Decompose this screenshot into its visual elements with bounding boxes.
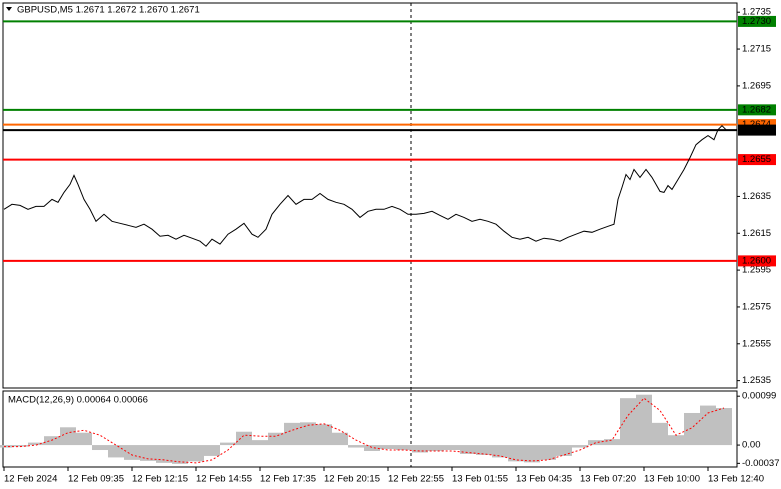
- macd-bar: [380, 445, 396, 450]
- y-tick-label: 1.2555: [742, 338, 771, 349]
- macd-bar: [588, 440, 604, 446]
- level-label: 1.2674: [742, 119, 771, 130]
- price-pane: [2, 2, 738, 389]
- y-tick-label: 1.2535: [742, 375, 771, 386]
- macd-bar: [652, 422, 668, 446]
- level-label: 1.2682: [742, 104, 771, 115]
- x-tick-label: 12 Feb 2024: [4, 474, 57, 485]
- level-label: 1.2730: [742, 16, 771, 27]
- macd-bar: [476, 445, 492, 455]
- macd-bar: [716, 408, 732, 446]
- menu-arrow: [6, 7, 12, 11]
- macd-bar: [396, 445, 412, 451]
- macd-bar: [460, 445, 476, 454]
- macd-bar: [284, 422, 300, 446]
- macd-bar: [124, 445, 140, 460]
- macd-bar: [252, 440, 268, 446]
- x-tick-label: 13 Feb 01:55: [452, 474, 508, 485]
- y-tick-label: 1.2735: [742, 7, 771, 18]
- x-tick-label: 12 Feb 17:35: [260, 474, 316, 485]
- macd-bar: [108, 445, 124, 458]
- x-tick-label: 12 Feb 12:15: [132, 474, 188, 485]
- level-tag: [738, 154, 776, 166]
- macd-bar: [268, 432, 284, 446]
- macd-bar: [348, 445, 364, 448]
- y-tick-label: 1.2635: [742, 191, 771, 202]
- x-tick-label: 12 Feb 22:55: [388, 474, 444, 485]
- chart-title: GBPUSD,M5 1.2671 1.2672 1.2670 1.2671: [17, 5, 200, 16]
- y-tick-label: 1.2695: [742, 80, 771, 91]
- macd-bar: [604, 439, 620, 446]
- macd-bar: [524, 445, 540, 463]
- y-tick-label: 0.00099: [742, 391, 776, 402]
- level-tag: [738, 124, 776, 136]
- macd-bar: [364, 445, 380, 451]
- macd-bar: [204, 445, 220, 456]
- macd-bar: [508, 445, 524, 462]
- macd-bar: [316, 424, 332, 446]
- level-tag: [738, 104, 776, 116]
- macd-bar: [300, 422, 316, 446]
- macd-bar: [44, 436, 60, 446]
- macd-bar: [572, 445, 588, 448]
- x-tick-label: 12 Feb 20:15: [324, 474, 380, 485]
- x-tick-label: 13 Feb 07:20: [580, 474, 636, 485]
- macd-bar: [172, 445, 188, 464]
- macd-bar: [412, 445, 428, 453]
- macd-bar: [76, 432, 92, 446]
- macd-bar: [684, 412, 700, 446]
- macd-bar: [700, 405, 716, 446]
- macd-bar: [636, 394, 652, 446]
- x-tick-label: 13 Feb 10:00: [644, 474, 700, 485]
- x-tick-label: 12 Feb 09:35: [68, 474, 124, 485]
- macd-bar: [12, 445, 28, 447]
- macd-bar: [428, 445, 444, 451]
- y-tick-label: 1.2715: [742, 44, 771, 55]
- level-tag: [738, 15, 776, 27]
- macd-bar: [620, 398, 636, 446]
- macd-bar: [540, 445, 556, 460]
- level-label: 1.2655: [742, 154, 771, 165]
- macd-bar: [140, 445, 156, 461]
- x-tick-label: 12 Feb 14:55: [196, 474, 252, 485]
- level-label: 1.2671: [742, 125, 771, 136]
- y-tick-label: 1.2615: [742, 228, 771, 239]
- macd-bar: [28, 442, 44, 446]
- macd-bar: [444, 445, 460, 451]
- price-line: [3, 124, 727, 247]
- signal-line: [4, 397, 725, 464]
- macd-bar: [188, 445, 204, 462]
- level-tag: [738, 119, 776, 131]
- y-tick-label: 0.00: [742, 440, 761, 451]
- macd-bar: [92, 445, 108, 451]
- macd-bar: [220, 442, 236, 446]
- macd-bar: [492, 445, 508, 458]
- y-tick-label: 1.2595: [742, 265, 771, 276]
- y-tick-label: 1.2575: [742, 301, 771, 312]
- macd-bar: [60, 427, 76, 446]
- x-tick-label: 13 Feb 12:40: [708, 474, 764, 485]
- macd-bar: [332, 432, 348, 446]
- macd-bar: [236, 431, 252, 446]
- level-tag: [738, 255, 776, 267]
- level-label: 1.2600: [742, 255, 771, 266]
- x-tick-label: 13 Feb 04:35: [516, 474, 572, 485]
- macd-bar: [156, 445, 172, 463]
- macd-bar: [556, 445, 572, 456]
- y-tick-label: -0.00037: [742, 458, 780, 469]
- macd-title: MACD(12,26,9) 0.00064 0.00066: [8, 395, 148, 406]
- macd-bar: [668, 435, 684, 446]
